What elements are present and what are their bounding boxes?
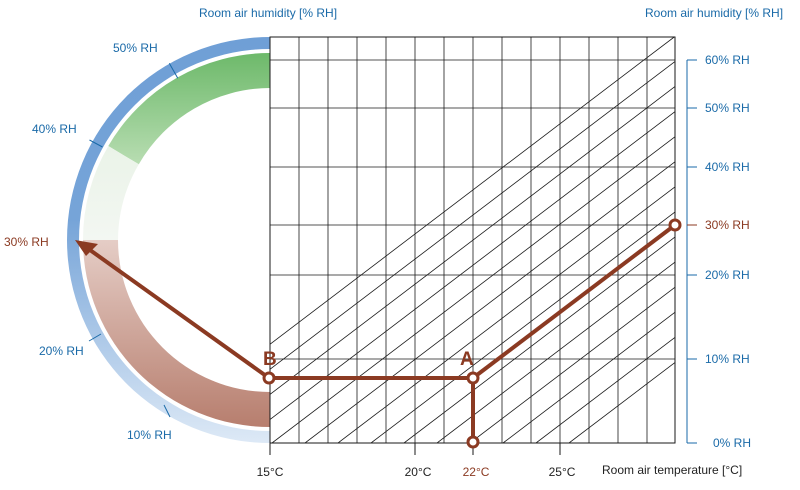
- humidity-start-marker: [668, 218, 682, 232]
- point-b-marker: [262, 371, 276, 385]
- path-humidity-rise: [471, 223, 677, 380]
- gauge-label-30: 30% RH: [4, 235, 49, 249]
- gauge-pale-band: [82, 146, 139, 240]
- gauge-red-band: [83, 240, 270, 427]
- gauge-green-band: [108, 52, 270, 165]
- y-tick-label-20: 20% RH: [705, 268, 750, 282]
- x-tick-label-20: 20°C: [405, 465, 432, 479]
- path-b-to-gauge: [88, 248, 271, 380]
- y-tick-label-60: 60% RH: [705, 53, 750, 67]
- diagonal-line: [436, 261, 675, 443]
- right-axis-ticks: [686, 59, 697, 444]
- left-axis-title: Room air humidity [% RH]: [199, 6, 337, 20]
- y-tick-label-10: 10% RH: [705, 352, 750, 366]
- gauge-pointer-arrowhead: [75, 240, 98, 256]
- gauge-tick-20: [88, 333, 102, 342]
- temperature-start-marker: [466, 435, 480, 449]
- humidity-gauge: [67, 37, 270, 443]
- y-tick-label-0: 0% RH: [713, 436, 751, 450]
- reading-points: [262, 218, 682, 449]
- x-tick-label-22: 22°C: [463, 465, 490, 479]
- x-axis-title: Room air temperature [°C]: [602, 463, 742, 477]
- x-tick-label-15: 15°C: [257, 465, 284, 479]
- diagonal-line: [337, 186, 675, 443]
- right-axis-title: Room air humidity [% RH]: [645, 6, 783, 20]
- y-tick-label-40: 40% RH: [705, 160, 750, 174]
- point-a-label: A: [460, 349, 474, 370]
- diagonal-line: [271, 136, 675, 443]
- point-b-label: B: [263, 349, 277, 370]
- diagonal-lines: [270, 37, 675, 443]
- y-tick-label-30: 30% RH: [705, 218, 750, 232]
- point-a-marker: [466, 371, 480, 385]
- gauge-label-40: 40% RH: [32, 122, 77, 136]
- gauge-label-20: 20% RH: [39, 344, 84, 358]
- diagonal-line: [370, 211, 675, 443]
- gauge-tick-10: [163, 404, 171, 418]
- diagonal-line: [502, 311, 675, 443]
- gauge-tick-50: [168, 62, 179, 79]
- diagonal-line: [535, 336, 675, 443]
- reading-path: [75, 223, 677, 443]
- diagonal-line: [270, 60, 675, 370]
- diagonal-line: [403, 236, 675, 443]
- bottom-axis-ticks: [269, 443, 561, 455]
- diagonal-line: [270, 37, 675, 345]
- gauge-tick-40: [89, 139, 103, 148]
- diagonal-line: [270, 86, 675, 395]
- diagonal-line: [304, 161, 675, 443]
- diagonal-line: [270, 111, 675, 420]
- gauge-label-10: 10% RH: [127, 428, 172, 442]
- diagonal-line: [568, 361, 675, 443]
- x-tick-label-25: 25°C: [549, 465, 576, 479]
- diagonal-line: [469, 286, 675, 443]
- y-tick-label-50: 50% RH: [705, 101, 750, 115]
- gauge-label-50: 50% RH: [113, 41, 158, 55]
